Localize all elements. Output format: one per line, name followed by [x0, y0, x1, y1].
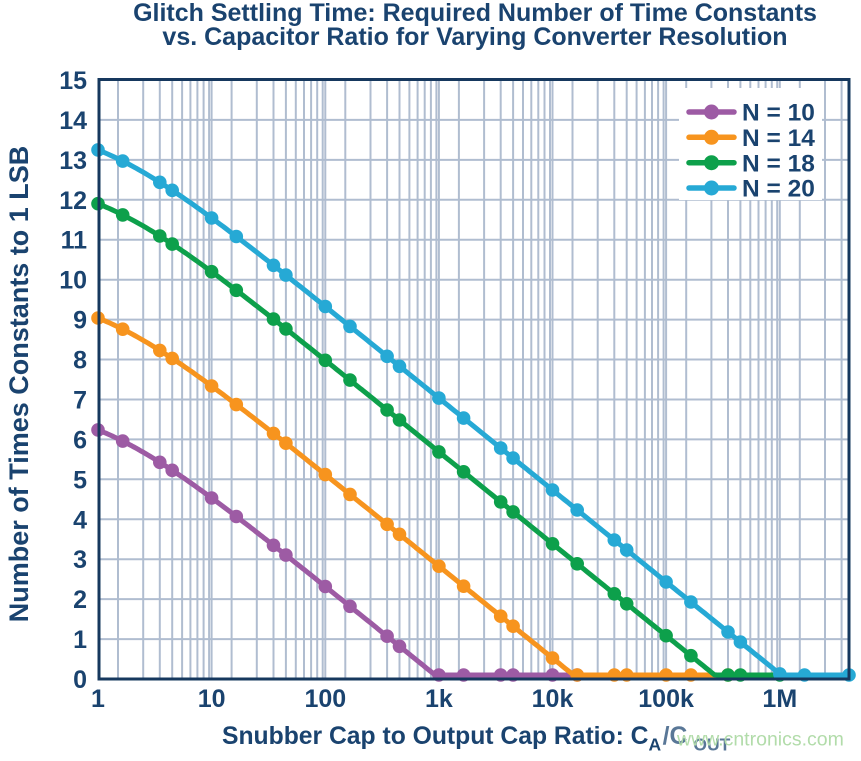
svg-text:N = 14: N = 14	[742, 125, 815, 152]
svg-text:1: 1	[73, 626, 87, 654]
svg-text:13: 13	[59, 147, 87, 175]
svg-text:www.cntronics.com: www.cntronics.com	[676, 729, 844, 751]
svg-text:14: 14	[59, 107, 87, 135]
svg-text:N = 18: N = 18	[742, 150, 815, 177]
svg-text:11: 11	[61, 227, 88, 255]
svg-text:0: 0	[73, 666, 87, 694]
svg-text:1k: 1k	[425, 685, 453, 713]
svg-text:15: 15	[59, 67, 87, 95]
svg-text:Number of Times Constants to 1: Number of Times Constants to 1 LSB	[4, 146, 34, 623]
svg-text:3: 3	[73, 546, 87, 574]
svg-text:1M: 1M	[762, 685, 797, 713]
svg-text:100: 100	[304, 685, 346, 713]
svg-text:2: 2	[73, 586, 87, 614]
svg-text:100k: 100k	[638, 685, 694, 713]
svg-text:5: 5	[73, 466, 87, 494]
svg-text:N = 20: N = 20	[742, 176, 815, 203]
svg-text:7: 7	[73, 387, 87, 415]
svg-text:N = 10: N = 10	[742, 100, 815, 127]
svg-text:10: 10	[198, 685, 226, 713]
svg-text:6: 6	[73, 426, 87, 454]
svg-text:8: 8	[73, 347, 87, 375]
svg-text:Glitch Settling Time: Required: Glitch Settling Time: Required Number of…	[133, 0, 817, 27]
svg-text:10k: 10k	[532, 685, 574, 713]
svg-text:1: 1	[91, 685, 105, 713]
svg-text:9: 9	[73, 307, 87, 335]
svg-text:12: 12	[59, 187, 87, 215]
svg-text:10: 10	[59, 267, 87, 295]
svg-text:vs. Capacitor Ratio for Varyin: vs. Capacitor Ratio for Varying Converte…	[162, 23, 787, 51]
svg-text:Snubber Cap to Output Cap Rati: Snubber Cap to Output Cap Ratio: CA/C OUT	[222, 723, 731, 755]
svg-text:4: 4	[73, 506, 87, 534]
